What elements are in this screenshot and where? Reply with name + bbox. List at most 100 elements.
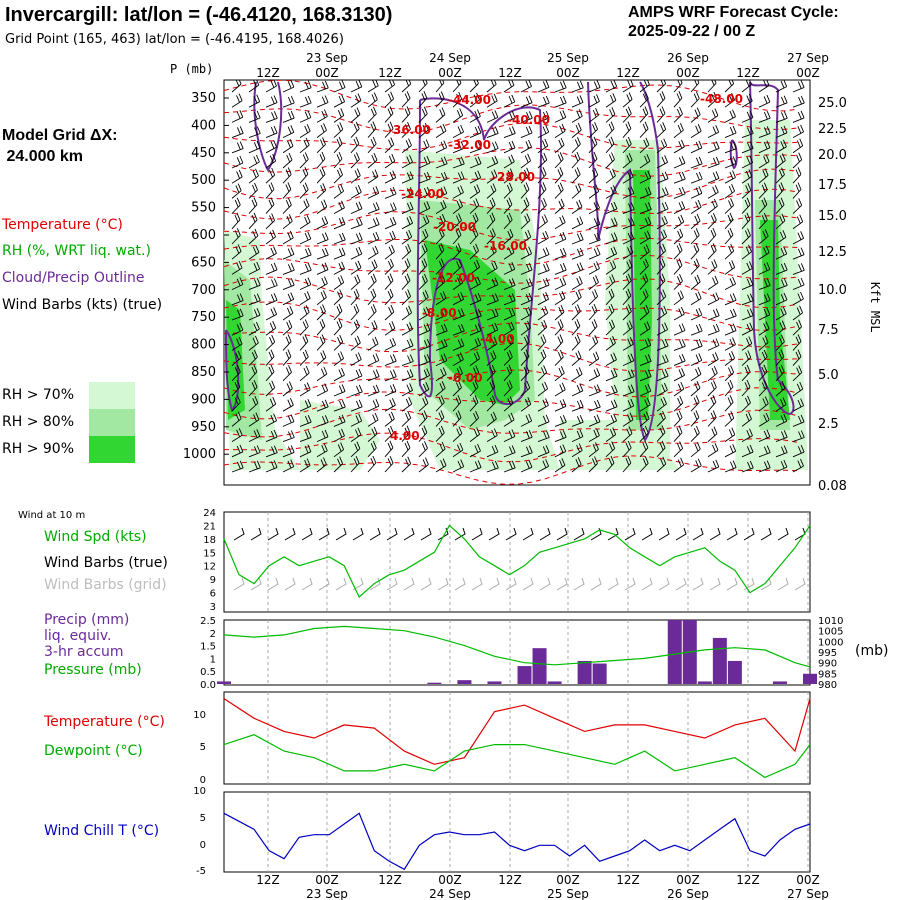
wind-barb [299, 382, 311, 397]
temperature-contour [224, 432, 799, 463]
wind-barb [758, 126, 771, 139]
wind-barb [537, 80, 550, 93]
wind-barb [299, 198, 310, 214]
wind-barb [707, 108, 719, 123]
legend-precip-liq: liq. equiv. [44, 628, 112, 644]
model-grid-label: Model Grid ΔX: [2, 127, 118, 144]
wind-speed-line [223, 524, 811, 598]
wind-barb [384, 398, 396, 412]
precip-pressure-panel [223, 619, 811, 686]
wind-barb [401, 258, 411, 275]
time-hour-label-top: 00Z [315, 66, 339, 80]
wind-barb [622, 121, 632, 138]
wind-speed-panel [223, 511, 811, 613]
time-hour-label-top: 00Z [556, 66, 580, 80]
wind-barb [588, 261, 600, 275]
temperature-contour-label: -4.00 [480, 332, 515, 346]
wind-barb [724, 243, 735, 260]
wind-barb [435, 395, 445, 412]
wind-barb [384, 80, 396, 93]
wind-barb [690, 307, 703, 321]
wind-barb [299, 137, 310, 154]
wind-barb [707, 443, 719, 458]
temperature-contour-label: -20.00 [433, 220, 476, 234]
wind-barb [537, 214, 548, 230]
wind-barb [605, 136, 615, 154]
wind-barb [758, 80, 770, 93]
wind-barb [282, 197, 292, 214]
wind-barb [350, 185, 362, 199]
pressure-tick-label: 500 [191, 173, 216, 188]
wind-barb [486, 183, 497, 199]
wind-barb [316, 304, 326, 321]
wind-barb [656, 440, 666, 458]
wind-barb [588, 247, 601, 260]
wind-barb [554, 95, 567, 108]
temperature-contour [224, 342, 799, 372]
wind-barb [469, 323, 482, 336]
wind-barb [605, 441, 616, 458]
time-hour-label-bottom: 12Z [498, 873, 522, 887]
wind-barb [248, 197, 258, 214]
wind-barb [605, 152, 615, 169]
wind-barb [503, 126, 516, 139]
wind-barb [435, 339, 448, 351]
grid-point-subtitle: Grid Point (165, 463) lat/lon = (-46.419… [5, 32, 344, 47]
surface-wind-barb-grid [335, 577, 347, 591]
wind-barb [622, 304, 632, 321]
wind-barb [656, 368, 669, 382]
wind-barb [265, 334, 276, 351]
wind-barb [622, 369, 635, 382]
wind-barb [775, 445, 788, 458]
wind-barb [486, 277, 499, 291]
temperature-contour-label: -24.00 [401, 187, 444, 201]
wind-barb [316, 151, 326, 169]
wind-barb [316, 429, 329, 443]
wind-barb [639, 106, 649, 123]
wind-barb [520, 397, 532, 412]
wind-barb [792, 430, 805, 443]
wind-barb [571, 109, 583, 123]
wind-barb [520, 111, 533, 123]
wind-speed-tick: 12 [203, 562, 216, 573]
wind-barb [401, 80, 412, 93]
surface-wind-barb-true [658, 527, 670, 541]
wind-chill-tick: 10 [193, 786, 206, 797]
wind-barb [435, 291, 447, 306]
wind-barb [503, 349, 513, 366]
surface-wind-barb-grid [403, 577, 415, 591]
wind-barb [265, 460, 278, 473]
surface-wind-barb-true [352, 527, 364, 541]
wind-barb [333, 184, 345, 199]
wind-barb [588, 335, 599, 351]
wind-barb [486, 364, 496, 382]
legend-cloud-outline: Cloud/Precip Outline [2, 270, 145, 286]
wind-chill-line [223, 812, 811, 871]
wind-barb [775, 153, 786, 169]
wind-barb [537, 414, 550, 427]
surface-wind-barb-true [454, 527, 466, 541]
wind-speed-tick: 21 [203, 521, 216, 532]
wind-barb [384, 230, 396, 245]
wind-barb [605, 399, 618, 412]
wind-barb [503, 212, 513, 230]
precip-bar [457, 680, 472, 684]
temperature-contour [224, 80, 799, 112]
wind-barb [418, 122, 429, 138]
wind-barb [401, 289, 412, 306]
wind-barb [741, 364, 751, 382]
wind-barb [775, 380, 786, 397]
wind-barb [639, 186, 652, 199]
wind-barb [401, 369, 414, 382]
wind-barb [282, 430, 295, 443]
wind-barb [758, 154, 770, 169]
time-hour-label-bottom: 00Z [796, 873, 820, 887]
wind-barb [792, 95, 805, 108]
surface-wind-barb-true [794, 527, 806, 541]
wind-barb [588, 428, 600, 442]
wind-barb [282, 365, 292, 382]
legend-temperature: Temperature (°C) [2, 217, 123, 233]
wind-barb [333, 232, 346, 245]
wind-barb [435, 123, 447, 138]
surface-wind-barb-grid [488, 577, 500, 591]
